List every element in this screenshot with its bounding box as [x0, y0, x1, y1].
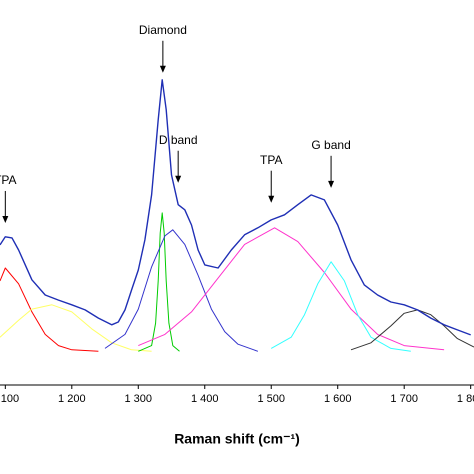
x-tick-label: 1 400 [191, 393, 219, 405]
annotation: Diamond [139, 23, 187, 37]
series-line [138, 212, 180, 352]
x-tick-label: 1 700 [390, 393, 418, 405]
x-tick-label: 1 200 [58, 393, 86, 405]
series-line [270, 261, 411, 352]
x-tick-label: 1 500 [257, 393, 285, 405]
annotation-arrowhead [328, 180, 335, 188]
annotation-arrowhead [268, 195, 275, 203]
annotation: D band [159, 133, 198, 147]
annotation: TPA [260, 153, 282, 167]
series-line [138, 227, 445, 351]
x-tick-label: 1 800 [457, 393, 474, 405]
annotation: G band [311, 138, 350, 152]
series-line [0, 267, 99, 352]
x-tick-label: 1 600 [324, 393, 352, 405]
annotation-arrowhead [175, 175, 182, 183]
annotation-arrowhead [159, 65, 166, 73]
x-tick-label: 1 100 [0, 393, 19, 405]
series-line [0, 79, 471, 336]
series-line [0, 304, 152, 352]
annotation-arrowhead [2, 215, 9, 223]
series-line [104, 229, 259, 352]
x-axis-label: Raman shift (cm⁻¹) [174, 431, 300, 447]
annotation: TPA [0, 173, 17, 187]
x-tick-label: 1 300 [125, 393, 153, 405]
